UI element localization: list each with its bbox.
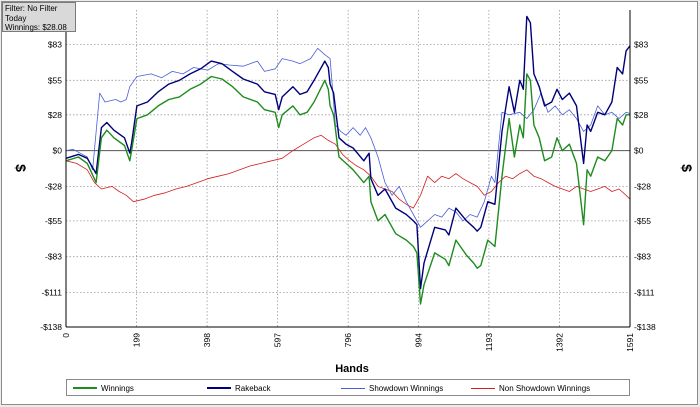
legend-item-showdown: Showdown Winnings — [341, 383, 443, 393]
winnings-line — [65, 73, 630, 305]
legend-swatch-showdown — [341, 387, 365, 389]
x-tick-label: 199 — [132, 333, 142, 347]
y-tick-label-left: -$138 — [40, 322, 62, 332]
x-tick-label: 1591 — [625, 333, 635, 352]
axes — [65, 10, 631, 328]
y-tick-label-right: -$111 — [634, 287, 655, 297]
y-tick-label-left: $83 — [48, 40, 62, 50]
rakeback-line — [65, 15, 631, 290]
legend-label-winnings: Winnings — [101, 383, 134, 393]
y-tick-label-right: $83 — [634, 40, 648, 50]
winnings-summary: Winnings: $28.08 — [5, 23, 67, 32]
x-axis-label: Hands — [335, 363, 369, 375]
x-tick-label: 1392 — [554, 333, 564, 352]
y-tick-label-right: -$55 — [634, 216, 651, 226]
y-tick-label-left: $28 — [48, 110, 62, 120]
legend-item-non-showdown: Non Showdown Winnings — [471, 383, 590, 393]
x-tick-label: 597 — [273, 333, 283, 347]
x-tick-label: 994 — [413, 333, 423, 347]
filter-label: Filter: No Filter — [5, 4, 58, 13]
y-tick-label-right: $55 — [634, 75, 648, 85]
y-axis-label-left: $ — [13, 164, 29, 172]
x-tick-label: 398 — [202, 333, 212, 347]
filter-info-box: Filter: No Filter Today Winnings: $28.08 — [2, 2, 76, 32]
x-tick-label: 0 — [61, 333, 71, 338]
y-tick-label-left: -$83 — [45, 252, 62, 262]
legend-item-winnings: Winnings — [73, 383, 134, 393]
legend-label-rakeback: Rakeback — [235, 383, 271, 393]
chart-legend: Winnings Rakeback Showdown Winnings Non … — [66, 379, 630, 396]
y-tick-label-right: -$28 — [634, 181, 651, 191]
y-tick-label-left: -$111 — [42, 287, 63, 297]
y-tick-label-right: -$83 — [634, 252, 651, 262]
date-range-label: Today — [5, 13, 27, 23]
legend-swatch-winnings — [73, 387, 97, 389]
legend-label-non-showdown: Non Showdown Winnings — [499, 383, 591, 393]
legend-swatch-non-showdown — [471, 387, 495, 389]
y-tick-label-left: $55 — [48, 75, 62, 85]
legend-label-showdown: Showdown Winnings — [369, 383, 444, 393]
y-axis-label-right: $ — [679, 164, 695, 172]
tick-labels: $83 $83 $55 $55 $28 $28 $0 $0 -$28 -$28 -$55 -$55 -$… — [40, 40, 656, 352]
y-tick-label-right: $0 — [634, 146, 644, 156]
x-tick-label: 1193 — [484, 333, 494, 352]
x-tick-label: 796 — [343, 333, 353, 347]
legend-swatch-rakeback — [207, 387, 231, 389]
y-tick-label-left: -$28 — [45, 181, 62, 191]
series-lines — [65, 15, 631, 305]
y-tick-label-left: $0 — [53, 146, 63, 156]
y-tick-label-right: -$138 — [634, 322, 656, 332]
y-tick-label-right: $28 — [634, 110, 648, 120]
legend-item-rakeback: Rakeback — [207, 383, 271, 393]
y-tick-label-left: -$55 — [45, 216, 62, 226]
